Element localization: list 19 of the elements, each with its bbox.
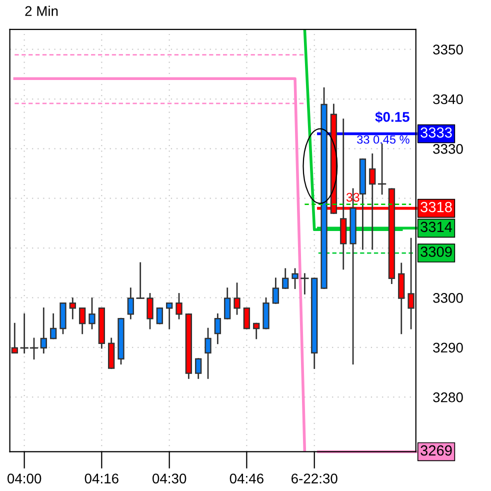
x-tick-label: 04:30 <box>152 474 186 484</box>
chart-title: 2 Min <box>25 6 58 16</box>
ref-line-label: 3314 <box>420 222 452 232</box>
y-tick-label: 3300 <box>433 293 463 303</box>
annotation: $0.15 <box>375 111 410 123</box>
ref-line-label: 3318 <box>420 202 452 212</box>
y-tick-label: 3330 <box>433 144 463 154</box>
x-tick-label: 04:00 <box>7 474 42 484</box>
y-tick-label: 3350 <box>433 44 463 54</box>
annotation: 33 0.45 % <box>357 135 410 144</box>
x-tick-label: 6-22:30 <box>292 474 338 484</box>
x-tick-label: 04:46 <box>230 474 264 484</box>
x-tick-label: 04:16 <box>84 474 118 484</box>
ref-line-label: 3269 <box>420 445 452 456</box>
ref-line-label: 3309 <box>420 246 452 257</box>
y-tick-label: 3340 <box>433 94 463 104</box>
ref-line-label: 3333 <box>420 127 452 138</box>
y-tick-label: 3290 <box>433 342 463 353</box>
y-tick-label: 3280 <box>433 392 463 402</box>
